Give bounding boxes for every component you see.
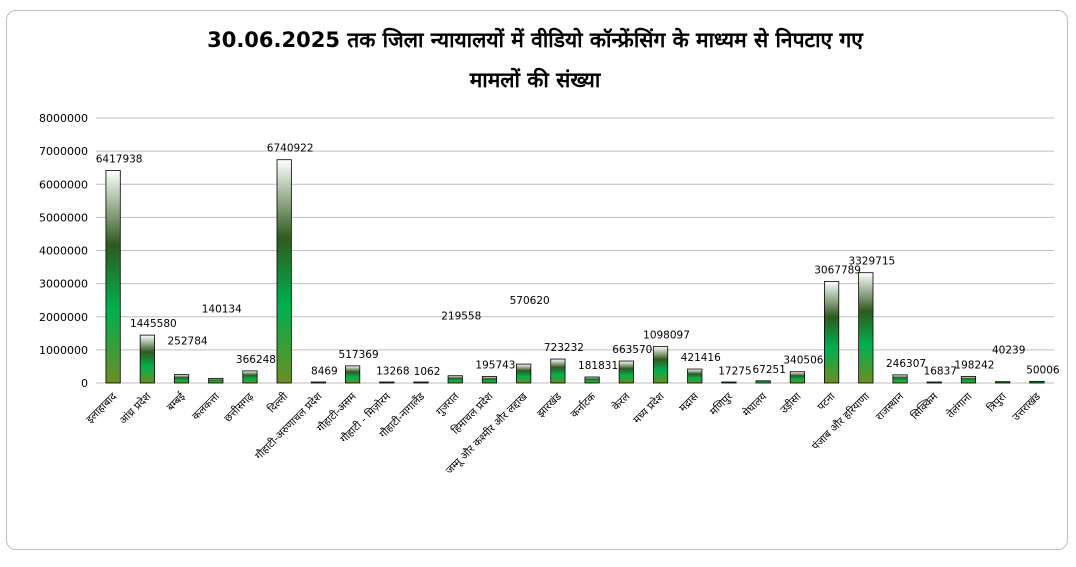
bar bbox=[618, 360, 634, 384]
bars bbox=[105, 159, 1045, 384]
bar bbox=[310, 381, 326, 384]
y-axis: 0 1000000 2000000 3000000 4000000 5000000 6000… bbox=[39, 112, 88, 390]
category-label: इलाहाबाद bbox=[84, 390, 119, 425]
bar bbox=[413, 381, 429, 384]
y-tick-label: 2000000 bbox=[39, 311, 88, 324]
y-tick-label: 7000000 bbox=[39, 145, 88, 158]
bar bbox=[242, 370, 258, 384]
data-label: 8469 bbox=[311, 366, 338, 378]
category-label: उत्तराखंड bbox=[1010, 390, 1043, 423]
category-label: राजस्थान bbox=[874, 391, 907, 424]
y-tick-label: 8000000 bbox=[39, 112, 88, 125]
category-label: त्रिपुरा bbox=[984, 390, 1009, 415]
category-label: कर्नाटक bbox=[568, 389, 599, 420]
data-labels: 6417938 1445580 252784 140134 366248 6740922 8… bbox=[96, 143, 1060, 378]
category-label: आंध्र प्रदेश bbox=[117, 389, 155, 427]
data-label: 16837 bbox=[924, 365, 957, 377]
category-label: मेघालय bbox=[740, 389, 770, 419]
y-tick-label: 0 bbox=[81, 377, 88, 390]
y-tick-label: 4000000 bbox=[39, 245, 88, 258]
category-label: कलकत्ता bbox=[190, 390, 222, 422]
data-label: 340506 bbox=[783, 355, 823, 367]
data-label: 246307 bbox=[886, 358, 926, 370]
data-label: 366248 bbox=[236, 354, 276, 366]
y-tick-label: 1000000 bbox=[39, 344, 88, 357]
bar bbox=[1029, 380, 1045, 384]
x-axis: इलाहाबादआंध्र प्रदेश बम्बई कलकत्ता छत्तीसगढ… bbox=[84, 389, 1043, 477]
category-label: सिक्किम bbox=[908, 389, 941, 422]
bar bbox=[960, 376, 977, 384]
y-tick-label: 6000000 bbox=[39, 178, 88, 191]
data-label: 517369 bbox=[339, 349, 379, 361]
category-label: पटना bbox=[815, 390, 838, 413]
bar bbox=[892, 374, 908, 384]
data-label: 3067789 bbox=[814, 264, 861, 276]
bar bbox=[755, 380, 771, 384]
category-label: मद्रास bbox=[677, 390, 701, 414]
bar bbox=[687, 368, 703, 384]
data-label: 1062 bbox=[414, 366, 441, 378]
bar bbox=[584, 376, 600, 384]
bar bbox=[516, 363, 532, 384]
bar bbox=[173, 374, 190, 384]
data-label: 3329715 bbox=[848, 256, 895, 268]
category-label: मध्य प्रदेश bbox=[630, 389, 667, 426]
data-label: 140134 bbox=[202, 303, 242, 315]
bar bbox=[481, 376, 498, 384]
y-tick-label: 3000000 bbox=[39, 278, 88, 291]
bar bbox=[995, 381, 1011, 384]
category-label: झारखंड bbox=[535, 390, 564, 419]
category-label: गुजरात bbox=[434, 390, 462, 418]
data-label: 219558 bbox=[441, 311, 481, 323]
data-label: 570620 bbox=[510, 295, 550, 307]
bar bbox=[926, 381, 942, 384]
bar bbox=[550, 358, 566, 384]
bar bbox=[721, 381, 737, 384]
category-label: उड़ीसा bbox=[777, 390, 803, 416]
bar bbox=[789, 371, 805, 384]
category-label: छत्तीसगढ़ bbox=[221, 389, 257, 425]
data-label: 181831 bbox=[578, 360, 618, 372]
data-label: 723232 bbox=[544, 342, 584, 354]
data-label: 1098097 bbox=[643, 330, 690, 342]
bar bbox=[139, 334, 155, 384]
data-label: 67251 bbox=[752, 364, 785, 376]
data-label: 195743 bbox=[475, 360, 515, 372]
bar bbox=[858, 272, 874, 384]
data-label: 50006 bbox=[1026, 364, 1060, 376]
bar bbox=[652, 346, 669, 384]
bar bbox=[276, 159, 292, 384]
bar bbox=[447, 375, 463, 384]
bar bbox=[345, 365, 361, 384]
data-label: 40239 bbox=[992, 345, 1025, 357]
gridlines bbox=[96, 117, 1054, 384]
data-label: 6417938 bbox=[96, 153, 143, 165]
category-label: दिल्ली bbox=[265, 390, 291, 416]
category-label: बम्बई bbox=[164, 389, 188, 413]
chart-title: 30.06.2025 तक जिला न्यायालयों में वीडियो… bbox=[207, 28, 863, 92]
category-label: तेलंगाना bbox=[944, 390, 975, 421]
bar bbox=[105, 170, 121, 384]
category-label: पंजाब और हरियाणा bbox=[809, 390, 872, 453]
bar bbox=[379, 381, 395, 384]
data-label: 13268 bbox=[376, 366, 409, 378]
bar bbox=[824, 280, 840, 384]
data-label: 17275 bbox=[718, 365, 751, 377]
category-label: मणिपुर bbox=[707, 389, 736, 418]
data-label: 6740922 bbox=[267, 143, 314, 155]
chart-frame bbox=[6, 10, 1068, 550]
data-label: 421416 bbox=[681, 352, 721, 364]
data-label: 1445580 bbox=[130, 318, 177, 330]
category-label: केरल bbox=[609, 389, 633, 413]
bar bbox=[208, 377, 224, 384]
data-label: 663570 bbox=[612, 344, 652, 356]
y-tick-label: 5000000 bbox=[39, 211, 88, 224]
data-label: 198242 bbox=[954, 359, 994, 371]
data-label: 252784 bbox=[167, 336, 207, 348]
